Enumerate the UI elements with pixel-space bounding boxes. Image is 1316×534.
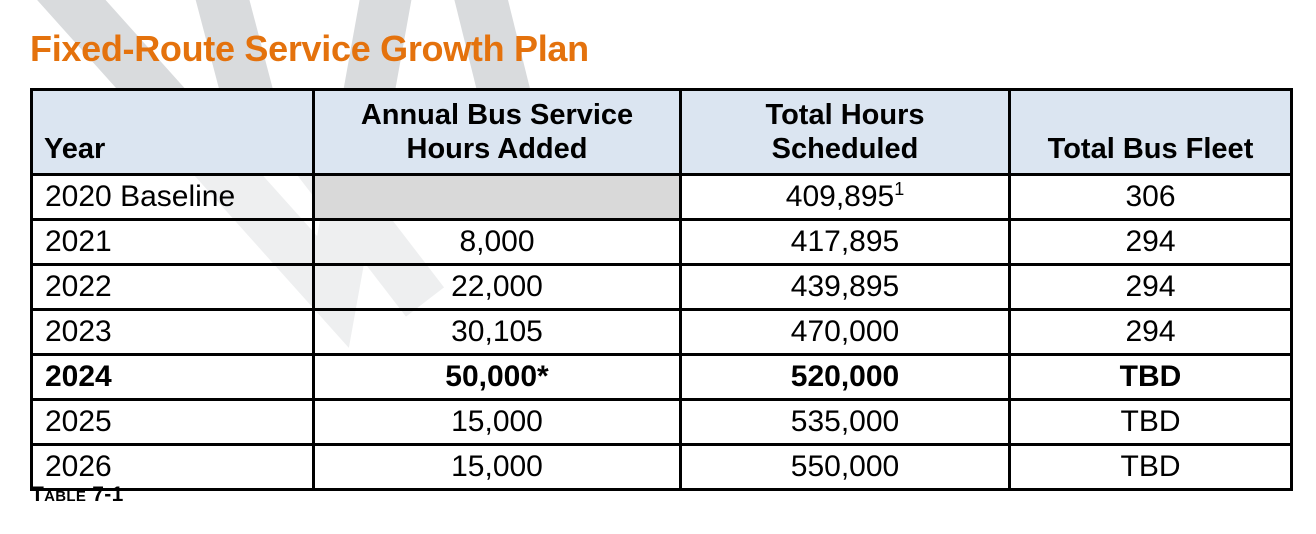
cell-year: 2021 [30,218,315,267]
cell-year: 2023 [30,308,315,357]
total-hours-value: 409,895 [785,180,895,214]
cell-hours-added: 50,000* [312,353,682,402]
footnote-superscript: 1 [894,179,905,200]
cell-year: 2020 Baseline [30,173,315,222]
cell-total-hours: 439,895 [679,263,1011,312]
cell-hours-added: 30,105 [312,308,682,357]
cell-total-bus-fleet: 294 [1008,218,1293,267]
cell-total-hours: 409,8951 [679,173,1011,222]
cell-total-hours: 417,895 [679,218,1011,267]
cell-year: 2026 [30,443,315,492]
table-row-2021: 2021 8,000 417,895 294 [30,218,1293,267]
service-growth-table: Year Annual Bus Service Hours Added Tota… [30,87,1293,492]
cell-total-bus-fleet: 294 [1008,308,1293,357]
cell-hours-added-shaded [312,173,682,222]
cell-hours-added: 8,000 [312,218,682,267]
cell-hours-added: 15,000 [312,398,682,447]
cell-total-bus-fleet: 306 [1008,173,1293,222]
cell-hours-added: 22,000 [312,263,682,312]
cell-total-hours: 520,000 [679,353,1011,402]
column-header-hours-added: Annual Bus Service Hours Added [312,87,682,177]
table-row-2025: 2025 15,000 535,000 TBD [30,398,1293,447]
cell-year: 2022 [30,263,315,312]
cell-total-hours: 535,000 [679,398,1011,447]
cell-total-bus-fleet: TBD [1008,353,1293,402]
cell-year: 2025 [30,398,315,447]
table-row-2026: 2026 15,000 550,000 TBD [30,443,1293,492]
table-caption: Table 7-1 [31,483,124,506]
cell-total-bus-fleet: 294 [1008,263,1293,312]
column-header-total-bus-fleet: Total Bus Fleet [1008,87,1293,177]
column-header-year: Year [30,87,315,177]
table-row-2022: 2022 22,000 439,895 294 [30,263,1293,312]
table-row-2023: 2023 30,105 470,000 294 [30,308,1293,357]
cell-total-hours: 470,000 [679,308,1011,357]
cell-year: 2024 [30,353,315,402]
cell-total-bus-fleet: TBD [1008,443,1293,492]
cell-hours-added: 15,000 [312,443,682,492]
column-header-total-hours: Total Hours Scheduled [679,87,1011,177]
cell-total-hours: 550,000 [679,443,1011,492]
table-header-row: Year Annual Bus Service Hours Added Tota… [30,87,1293,177]
table-row-2024: 2024 50,000* 520,000 TBD [30,353,1293,402]
cell-total-bus-fleet: TBD [1008,398,1293,447]
page-title: Fixed-Route Service Growth Plan [30,28,589,69]
table-row-2020-baseline: 2020 Baseline 409,8951 306 [30,173,1293,222]
